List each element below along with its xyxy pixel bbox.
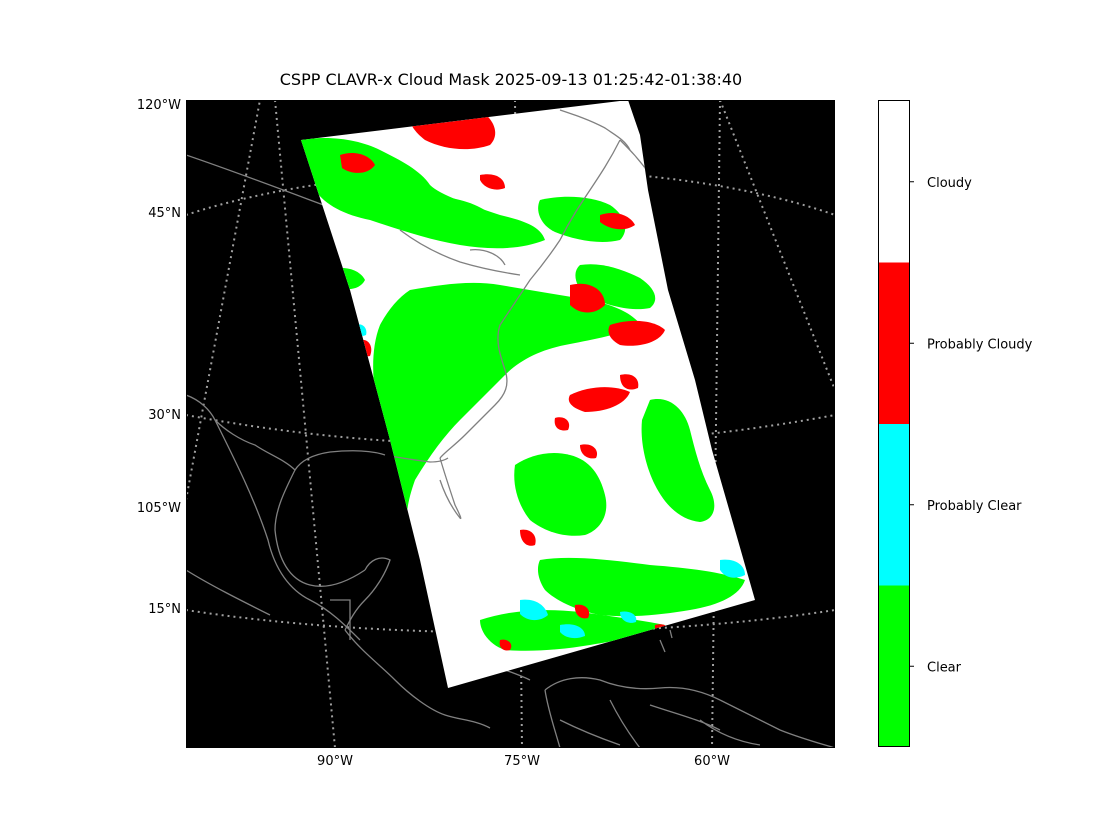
st-lawrence — [559, 109, 631, 151]
label-90w: 90°W — [317, 754, 353, 769]
mexico-interior-border — [186, 569, 271, 616]
colorbar-segment-probably-cloudy — [878, 262, 909, 424]
guatemala-border — [330, 599, 351, 640]
colorbar-segment-clear — [878, 585, 909, 747]
us-gulf-swath — [384, 454, 449, 463]
colorbar-segment-probably-clear — [878, 424, 909, 586]
yucatan — [344, 557, 391, 631]
great-lakes — [399, 229, 521, 276]
florida-peninsula — [439, 457, 462, 520]
venezuela-interior — [559, 704, 721, 746]
colorbar-label: Cloudy — [927, 176, 972, 191]
gulf-coast — [186, 394, 386, 472]
gridline-105w — [186, 100, 261, 501]
central-america — [344, 629, 491, 729]
colombia-border — [544, 689, 561, 748]
mexico-gulf-coast — [274, 469, 366, 587]
map-frame — [186, 100, 835, 748]
gridline-45n — [186, 168, 835, 216]
coastlines — [186, 154, 835, 748]
label-15n: 15°N — [148, 602, 181, 617]
label-60w: 60°W — [694, 754, 730, 769]
us-east-coast — [439, 139, 621, 459]
chart-title: CSPP CLAVR-x Cloud Mask 2025-09-13 01:25… — [279, 70, 743, 89]
colorbar-label: Probably Cloudy — [927, 337, 1033, 352]
gridline-90w — [274, 100, 336, 748]
label-105w: 105°W — [137, 501, 181, 516]
mexico-west-coast — [214, 419, 361, 641]
guyana-coast — [719, 699, 835, 748]
colorbar-segment-cloudy — [878, 101, 909, 263]
lake-region — [469, 249, 506, 266]
label-45n: 45°N — [148, 206, 181, 221]
left-axis-labels: 120°W 45°N 30°N 105°W 15°N — [137, 98, 181, 617]
label-75w: 75°W — [504, 754, 540, 769]
gridline-45w — [719, 100, 835, 391]
bottom-axis-labels: 90°W 75°W 60°W — [317, 754, 730, 769]
map-panel — [186, 100, 835, 748]
colorbar-frame — [878, 100, 910, 747]
gridline-60w — [711, 100, 721, 748]
colorbar: Cloudy Probably Cloudy Probably Clear Clear — [878, 100, 1033, 747]
lesser-antilles — [659, 629, 673, 653]
colorbar-label: Probably Clear — [927, 499, 1022, 514]
colorbar-label: Clear — [927, 660, 962, 675]
label-30n: 30°N — [148, 408, 181, 423]
south-america-inner — [609, 699, 761, 748]
south-america-north-coast — [544, 677, 721, 701]
label-120w: 120°W — [137, 98, 181, 113]
